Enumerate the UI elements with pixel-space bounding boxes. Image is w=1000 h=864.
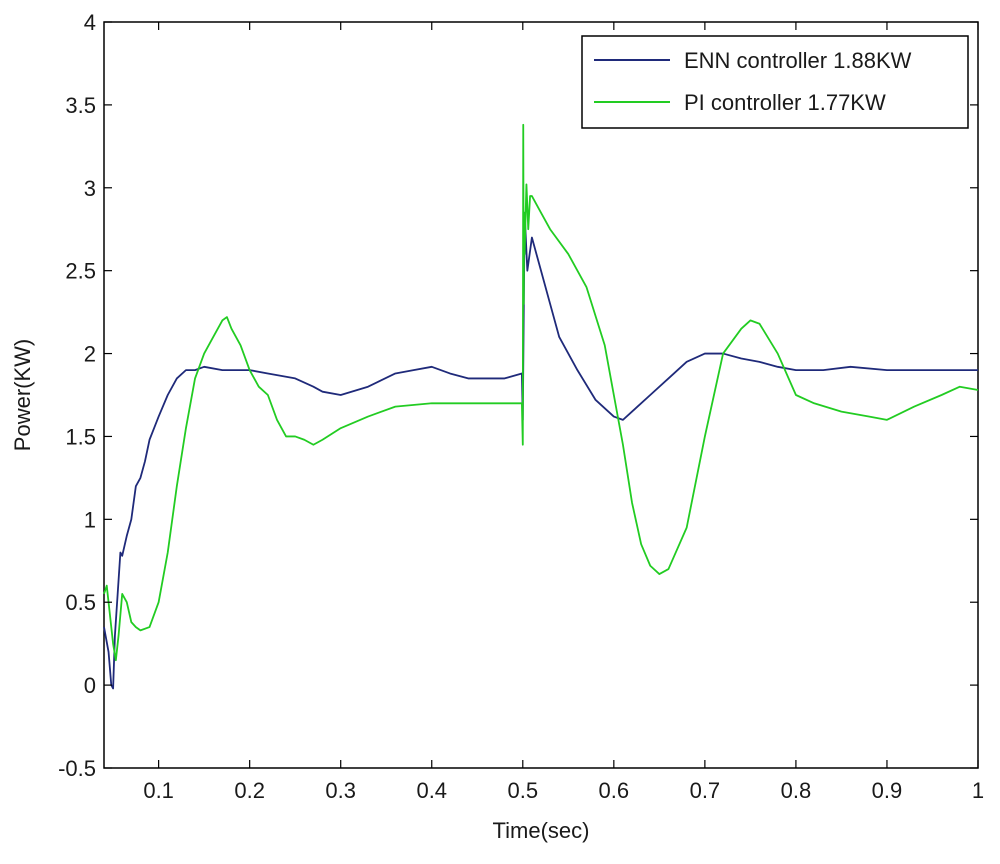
y-tick-label: 1 xyxy=(84,507,96,532)
legend-label-pi: PI controller 1.77KW xyxy=(684,90,886,115)
x-tick-label: 0.9 xyxy=(872,778,903,803)
x-tick-label: 0.4 xyxy=(416,778,447,803)
y-tick-label: 2 xyxy=(84,342,96,367)
x-tick-label: 0.1 xyxy=(143,778,174,803)
legend-box xyxy=(581,35,969,129)
y-tick-label: 3.5 xyxy=(65,93,96,118)
ticks-layer: 0.1 0.2 0.3 0.4 0.5 0.6 0.7 0.8 0.9 1 -0.5 0 0.5 1 1.5… xyxy=(58,10,984,803)
plot-area xyxy=(103,21,979,769)
x-tick-label: 0.7 xyxy=(690,778,721,803)
x-tick-label: 0.5 xyxy=(507,778,538,803)
x-tick-label: 1 xyxy=(972,778,984,803)
y-tick-label: 1.5 xyxy=(65,424,96,449)
x-tick-label: 0.8 xyxy=(781,778,812,803)
y-tick-label: 3 xyxy=(84,176,96,201)
x-tick-label: 0.3 xyxy=(325,778,356,803)
plot-frame xyxy=(103,21,979,769)
x-axis-label: Time(sec) xyxy=(493,818,590,843)
series-line-enn xyxy=(103,211,978,690)
x-tick-label: 0.6 xyxy=(599,778,630,803)
y-tick-label: -0.5 xyxy=(58,756,96,781)
series-layer xyxy=(103,123,979,690)
x-tick-label: 0.2 xyxy=(234,778,265,803)
y-tick-label: 0 xyxy=(84,673,96,698)
y-axis-label: Power(KW) xyxy=(10,339,35,451)
series-line-pi xyxy=(103,123,979,662)
y-tick-label: 4 xyxy=(84,10,96,35)
legend-label-enn: ENN controller 1.88KW xyxy=(684,48,912,73)
legend: ENN controller 1.88KW PI controller 1.77… xyxy=(581,35,969,129)
y-tick-label: 0.5 xyxy=(65,590,96,615)
y-tick-label: 2.5 xyxy=(65,259,96,284)
